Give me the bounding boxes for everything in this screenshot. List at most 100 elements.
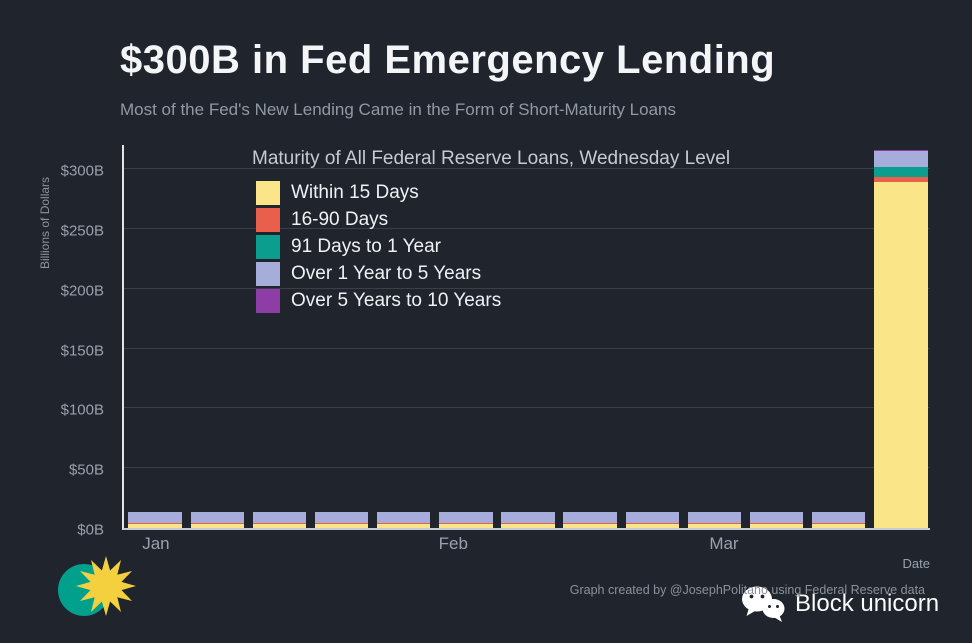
y-axis-tick-labels: $0B $50B $100B $150B $200B $250B $300B: [30, 145, 112, 539]
legend-label: 16-90 Days: [291, 209, 389, 230]
bar-segment: [314, 523, 369, 525]
bar-segment: [687, 512, 742, 523]
bar-segment: [812, 524, 866, 528]
bar-segment: [812, 512, 866, 523]
bar-segment: [190, 523, 244, 525]
bar-segment: [501, 512, 555, 523]
bar-segment: [439, 522, 493, 524]
bar-segment: [625, 512, 680, 523]
legend-swatch: [256, 181, 280, 205]
x-tick-label: Mar: [709, 534, 739, 553]
credit-text: Graph created by @JosephPolitano using F…: [569, 583, 925, 597]
bar-segment: [128, 523, 182, 525]
bar-segment: [190, 524, 244, 528]
bar-segment: [563, 523, 617, 525]
stacked-bar: [501, 511, 555, 528]
brand-name: Block unicorn: [795, 590, 940, 617]
bar-segment: [376, 524, 431, 528]
stacked-bar: [625, 511, 680, 528]
legend-swatch: [256, 262, 280, 286]
bar-segment: [314, 522, 369, 524]
y-tick-label: $200B: [60, 282, 104, 300]
bar-segment: [314, 512, 369, 523]
bar-segment: [749, 512, 804, 523]
bar-segment: [439, 523, 493, 525]
gridline: [124, 467, 930, 469]
legend-label: Over 5 Years to 10 Years: [291, 290, 502, 311]
legend-swatch: [256, 289, 280, 313]
x-axis-tick-labels: Jan Feb Mar: [122, 534, 930, 556]
x-tick-label: Feb: [438, 534, 468, 553]
legend-item: 91 Days to 1 Year: [256, 235, 501, 259]
bar-segment: [687, 524, 742, 528]
gridline: [124, 168, 930, 170]
bar-segment: [501, 524, 555, 528]
bar-segment: [314, 511, 369, 513]
bar-segment: [625, 522, 680, 524]
bar-segment: [128, 511, 182, 513]
bar-segment: [128, 512, 182, 523]
bar-segment: [563, 512, 617, 523]
bar-segment: [128, 522, 182, 524]
gridline: [124, 228, 930, 230]
bar-segment: [812, 522, 866, 524]
x-tick-label: Jan: [142, 534, 170, 553]
plot-area: Maturity of All Federal Reserve Loans, W…: [122, 145, 930, 530]
legend-item: Over 5 Years to 10 Years: [256, 289, 501, 313]
bar-segment: [874, 166, 928, 177]
stacked-bar: [749, 511, 804, 528]
bar-segment: [501, 511, 555, 513]
stacked-bar: [314, 511, 369, 528]
legend-label: 91 Days to 1 Year: [291, 236, 441, 257]
y-tick-label: $50B: [68, 461, 104, 479]
bar-segment: [563, 524, 617, 528]
wechat-icon: [742, 586, 785, 622]
bar-segment: [376, 511, 431, 513]
gridline: [124, 287, 930, 289]
stacked-bar: [376, 511, 431, 528]
sun-logo-icon: [58, 556, 136, 616]
bar-segment: [376, 523, 431, 525]
bar-segment: [439, 524, 493, 528]
bar-segment: [439, 511, 493, 513]
bar-segment: [749, 524, 804, 528]
legend-label: Over 1 Year to 5 Years: [291, 263, 482, 284]
chart-inner-title: Maturity of All Federal Reserve Loans, W…: [252, 148, 731, 169]
stacked-bar: [439, 511, 493, 528]
stacked-bar: [874, 150, 928, 528]
bar-segment: [252, 512, 307, 523]
stacked-bar: [252, 511, 307, 528]
y-tick-label: $300B: [60, 162, 104, 180]
bar-segment: [252, 522, 307, 524]
bar-segment: [128, 524, 182, 528]
bar-segment: [625, 511, 680, 513]
bar-segment: [190, 511, 244, 513]
brand-lockup: Block unicorn: [740, 585, 939, 623]
bar-segment: [812, 523, 866, 525]
bar-segment: [252, 523, 307, 525]
bar-segment: [563, 511, 617, 513]
y-tick-label: $0B: [77, 521, 104, 539]
legend-item: 16-90 Days: [256, 208, 501, 232]
bar-segment: [874, 182, 928, 528]
bar-segment: [501, 522, 555, 524]
bar-segment: [874, 176, 928, 183]
y-tick-label: $150B: [60, 342, 104, 360]
stacked-bar: [190, 511, 244, 528]
x-axis-title: Date: [902, 556, 930, 571]
y-tick-label: $250B: [60, 222, 104, 240]
legend-swatch: [256, 208, 280, 232]
bar-segment: [190, 522, 244, 524]
bar-segment: [252, 524, 307, 528]
bar-segment: [563, 522, 617, 524]
bar-segment: [501, 523, 555, 525]
bar-segment: [749, 523, 804, 525]
page-title: $300B in Fed Emergency Lending: [120, 38, 776, 82]
y-tick-label: $100B: [60, 401, 104, 419]
bar-segment: [749, 511, 804, 513]
stacked-bar: [812, 511, 866, 528]
bar-segment: [625, 524, 680, 528]
page-subtitle: Most of the Fed's New Lending Came in th…: [120, 100, 676, 119]
bar-segment: [439, 512, 493, 523]
bar-segment: [687, 511, 742, 513]
